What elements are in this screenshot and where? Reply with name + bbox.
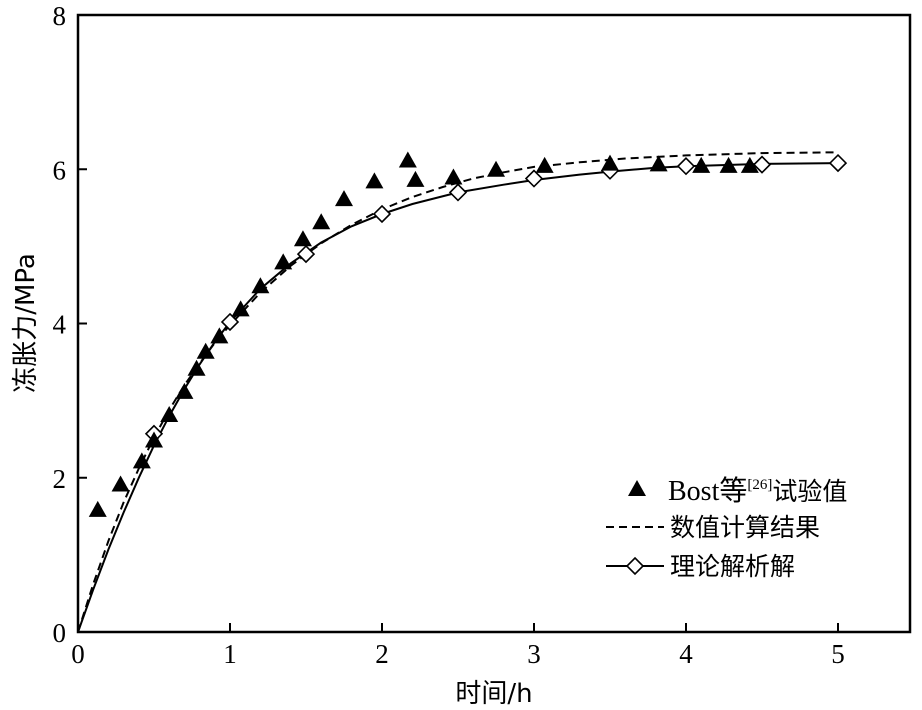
- legend-numerical: 数值计算结果: [670, 513, 820, 542]
- x-tick-label: 1: [223, 639, 237, 669]
- experimental-triangle-marker: [335, 190, 353, 207]
- legend-experimental-suffix: 试验值: [772, 477, 847, 506]
- legend-experimental-citation: [26]: [747, 477, 772, 493]
- x-tick-label: 3: [527, 639, 541, 669]
- x-tick-label: 4: [679, 639, 693, 669]
- experimental-triangle-marker: [175, 382, 194, 399]
- experimental-triangle-marker: [231, 300, 250, 317]
- experimental-triangle-marker: [132, 452, 151, 469]
- experimental-triangle-marker: [406, 170, 425, 187]
- experimental-triangle-marker: [740, 156, 759, 173]
- experimental-triangle-marker: [251, 277, 270, 294]
- experimental-triangle-marker: [719, 156, 738, 173]
- y-tick-label: 2: [53, 464, 67, 494]
- theory-diamond-marker: [828, 153, 848, 173]
- experimental-triangle-marker: [398, 151, 417, 168]
- axis-ticks: 0 1 2 3 4 5 0 2 4 6 8: [53, 1, 845, 669]
- experimental-triangle-marker: [312, 213, 331, 230]
- y-tick-label: 0: [53, 618, 67, 648]
- y-axis-label: 冻胀力/MPa: [11, 253, 41, 393]
- experimental-triangle-marker: [88, 500, 107, 517]
- legend-theory: 理论解析解: [670, 552, 795, 581]
- legend-diamond-marker: [625, 556, 645, 576]
- experimental-triangle-marker: [293, 230, 312, 247]
- y-tick-label: 8: [53, 1, 67, 31]
- theory-diamond-marker: [220, 312, 240, 332]
- experimental-triangle-marker: [649, 155, 668, 172]
- experimental-triangle-marker: [487, 160, 505, 177]
- experimental-triangle-marker: [535, 156, 554, 173]
- legend-triangle-marker: [628, 480, 646, 496]
- legend-experimental: Bost等[26]试验值: [668, 475, 847, 507]
- experimental-triangle-marker: [601, 154, 619, 171]
- x-axis-label: 时间/h: [455, 679, 532, 709]
- y-tick-label: 4: [53, 310, 67, 340]
- experimental-triangle-marker: [187, 359, 206, 376]
- theory-diamond-marker: [752, 155, 772, 174]
- experimental-triangle-marker: [692, 156, 711, 173]
- theory-diamond-marker: [448, 183, 468, 202]
- series-layer: [77, 151, 848, 633]
- x-tick-label: 0: [71, 639, 85, 669]
- theory-diamond-marker: [524, 169, 544, 188]
- x-tick-label: 5: [831, 639, 845, 669]
- experimental-triangle-marker: [196, 342, 215, 359]
- theory-diamond-marker: [372, 204, 392, 224]
- x-tick-label: 2: [375, 639, 389, 669]
- theory-diamond-marker: [296, 244, 316, 264]
- experimental-triangle-marker: [274, 253, 293, 270]
- experimental-triangle-marker: [160, 406, 179, 423]
- theory-diamond-marker: [676, 157, 696, 176]
- legend: Bost等[26]试验值 数值计算结果 理论解析解: [606, 475, 847, 581]
- experimental-triangle-marker: [210, 327, 229, 344]
- experimental-triangle-marker: [145, 431, 163, 448]
- experimental-triangle-marker: [444, 168, 463, 185]
- experimental-triangle-marker: [111, 475, 130, 492]
- y-tick-label: 6: [53, 155, 67, 185]
- legend-experimental-prefix: Bost等: [668, 475, 747, 507]
- experimental-triangle-marker: [365, 172, 384, 189]
